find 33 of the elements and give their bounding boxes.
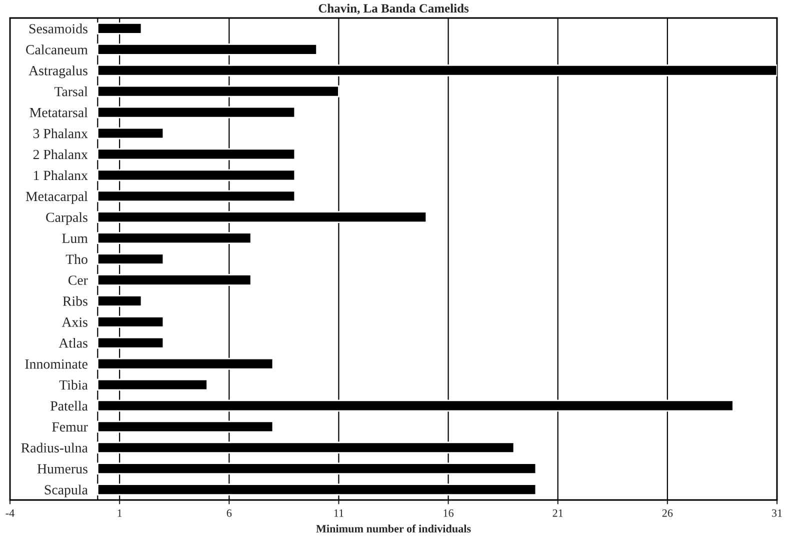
y-tick-label: 3 Phalanx	[33, 128, 88, 138]
y-tick-label: Radius-ulna	[21, 442, 88, 453]
y-tick-label: Atlas	[58, 338, 88, 348]
y-tick-label: Tibia	[59, 380, 88, 390]
x-tick-label: -4	[6, 509, 14, 517]
y-tick-label: Sesamoids	[29, 24, 88, 34]
y-tick-label: Femur	[52, 422, 88, 432]
y-tick-label: Humerus	[37, 464, 88, 474]
y-tick-label: Tho	[66, 254, 88, 264]
y-tick-label: Tarsal	[54, 86, 88, 96]
x-tick-label: 21	[552, 509, 563, 517]
x-tick-label: 31	[772, 509, 782, 517]
y-tick-label: Scapula	[44, 484, 88, 498]
y-tick-label: Lum	[62, 234, 88, 243]
y-tick-label: Metatarsal	[30, 107, 88, 118]
x-tick-label: 1	[118, 509, 122, 517]
x-tick-label: 26	[662, 509, 673, 517]
y-tick-label: Metacarpal	[26, 191, 88, 204]
y-tick-label: Axis	[62, 317, 88, 327]
y-tick-label: Patella	[50, 400, 88, 411]
y-tick-label: Carpals	[46, 212, 88, 225]
y-tick-label: Cer	[68, 276, 88, 285]
y-tick-label: Innominate	[25, 359, 88, 369]
y-tick-label: Ribs	[62, 296, 88, 306]
x-tick-label: 11	[334, 509, 344, 517]
y-tick-label: 1 Phalanx	[34, 170, 88, 180]
y-tick-label: 2 Phalanx	[33, 149, 88, 160]
chart-title: Chavin, La Banda Camelids	[318, 4, 469, 14]
x-axis-title: Minimum number of individuals	[316, 524, 471, 533]
y-tick-label: Astragalus	[28, 66, 88, 78]
x-tick-label: 6	[226, 509, 232, 517]
x-tick-label: 16	[444, 509, 454, 517]
y-tick-label: Calcaneum	[26, 44, 88, 54]
